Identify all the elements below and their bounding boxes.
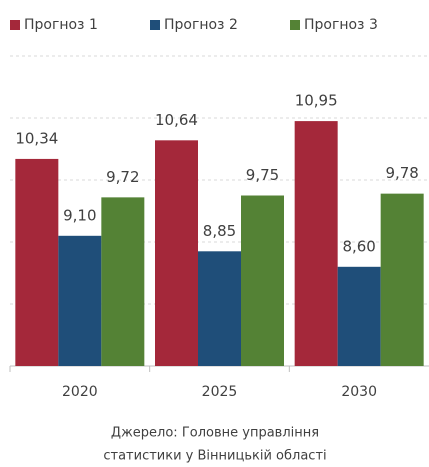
source-note: Джерело: Головне управління bbox=[111, 426, 319, 441]
data-label: 10,64 bbox=[155, 111, 198, 129]
x-tick-label: 2025 bbox=[202, 384, 238, 400]
legend-swatch bbox=[10, 20, 20, 30]
x-tick-label: 2020 bbox=[62, 384, 98, 400]
source-note: статистики у Вінницькій області bbox=[103, 449, 326, 464]
legend-label: Прогноз 1 bbox=[24, 17, 98, 33]
bar bbox=[380, 193, 424, 366]
data-label: 9,72 bbox=[106, 168, 139, 186]
data-label: 10,34 bbox=[15, 129, 58, 147]
data-label: 9,78 bbox=[385, 164, 418, 182]
data-label: 9,10 bbox=[63, 206, 96, 224]
data-label: 10,95 bbox=[295, 92, 338, 110]
data-label: 9,75 bbox=[246, 166, 279, 184]
bar bbox=[241, 195, 284, 366]
bar bbox=[198, 251, 241, 366]
legend-swatch bbox=[150, 20, 160, 30]
bar bbox=[58, 235, 102, 366]
x-tick-label: 2030 bbox=[341, 384, 377, 400]
bar bbox=[15, 158, 59, 366]
data-label: 8,60 bbox=[342, 237, 375, 255]
legend-label: Прогноз 2 bbox=[164, 17, 238, 33]
bar bbox=[294, 121, 338, 366]
legend-swatch bbox=[290, 20, 300, 30]
bar bbox=[337, 266, 381, 366]
bar bbox=[101, 197, 145, 366]
legend-label: Прогноз 3 bbox=[304, 17, 378, 33]
data-label: 8,85 bbox=[203, 222, 236, 240]
bar bbox=[155, 140, 198, 366]
